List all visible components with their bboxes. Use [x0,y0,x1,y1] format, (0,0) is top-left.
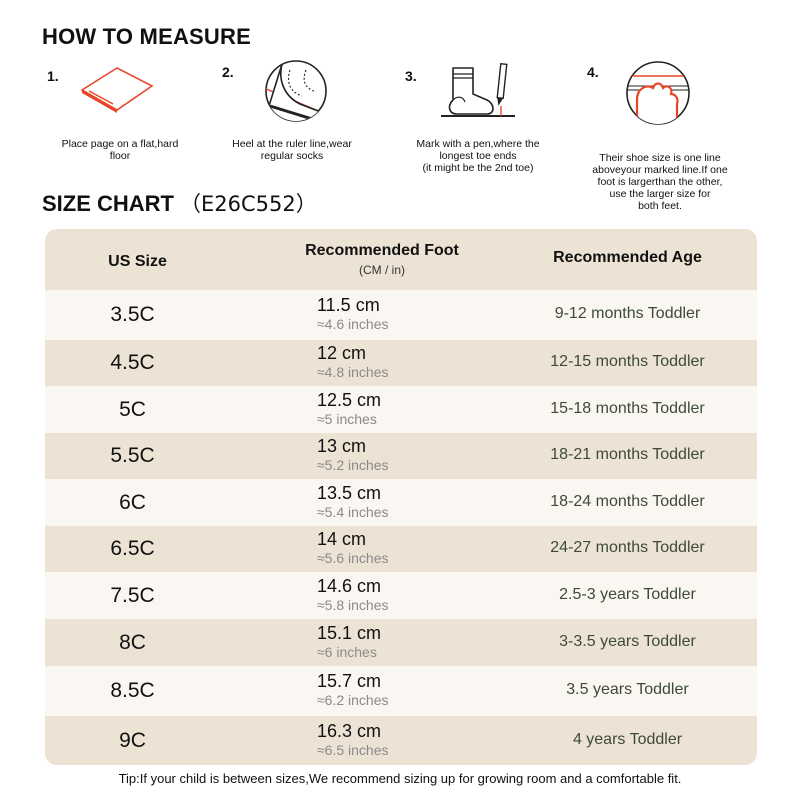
foot-cm-cell: 13 cm [317,436,367,456]
us-size-cell: 8.5C [110,679,155,702]
foot-cm-cell: 13.5 cm [317,483,382,503]
sock-pen-icon [441,63,515,117]
header-recommended-age: Recommended Age [553,249,702,266]
recommended-age-cell: 9-12 months Toddler [554,305,701,322]
step-number: 1. [47,68,59,84]
us-size-cell: 5.5C [110,444,155,467]
foot-inches-cell: ≈5.2 inches [317,457,389,473]
foot-cm-cell: 12.5 cm [317,390,382,410]
us-size-cell: 6.5C [110,537,155,560]
foot-inches-cell: ≈5.8 inches [317,597,389,613]
foot-inches-cell: ≈5.6 inches [317,550,389,566]
table-row: 5.5C 13 cm ≈5.2 inches 18-21 months Toddler [45,433,757,479]
recommended-age-cell: 4 years Toddler [572,731,683,748]
foot-cm-cell: 15.1 cm [317,623,382,643]
foot-cm-cell: 14 cm [317,529,367,549]
recommended-age-cell: 18-21 months Toddler [550,446,705,463]
us-size-cell: 8C [119,631,146,654]
us-size-cell: 6C [119,491,146,514]
step-caption: Heel at the ruler line,wear regular sock… [232,138,352,162]
table-row: 6C 13.5 cm ≈5.4 inches 18-24 months Toddler [45,479,757,526]
table-row: 9C 16.3 cm ≈6.5 inches 4 years Toddler [45,716,757,765]
foot-cm-cell: 15.7 cm [317,671,382,691]
foot-inches-cell: ≈6.2 inches [317,692,389,708]
us-size-cell: 4.5C [110,351,155,374]
recommended-age-cell: 3.5 years Toddler [566,681,689,698]
size-chart-title: SIZE CHART （E26C552） [42,188,317,218]
step-caption: Mark with a pen,where the longest toe en… [416,138,540,174]
step-number: 2. [222,64,234,80]
foot-inches-cell: ≈5.4 inches [317,504,389,520]
header-us-size: US Size [108,253,167,270]
header-recommended-foot: Recommended Foot [305,242,459,259]
foot-cm-cell: 12 cm [317,343,367,363]
model-code: （E26C552） [180,192,317,216]
foot-cm-cell: 14.6 cm [317,576,382,596]
foot-cm-cell: 16.3 cm [317,721,382,741]
us-size-cell: 7.5C [110,584,155,607]
heel-ruler-icon [265,60,327,122]
table-row: 8.5C 15.7 cm ≈6.2 inches 3.5 years Toddler [45,666,757,716]
paper-page-icon [80,67,154,113]
us-size-cell: 5C [119,398,146,421]
us-size-cell: 9C [119,729,146,752]
foot-inches-cell: ≈5 inches [317,411,377,427]
recommended-age-cell: 12-15 months Toddler [550,353,705,370]
table-row: 5C 12.5 cm ≈5 inches 15-18 months Toddler [45,386,757,433]
table-row: 8C 15.1 cm ≈6 inches 3-3.5 years Toddler [45,619,757,666]
foot-cm-cell: 11.5 cm [317,295,380,315]
table-row: 3.5C 11.5 cm ≈4.6 inches 9-12 months Toddle… [45,290,757,340]
step-caption: Place page on a flat,hard floor [61,138,179,162]
step-number: 4. [587,64,599,80]
table-row: 6.5C 14 cm ≈5.6 inches 24-27 months Toddler [45,526,757,572]
recommended-age-cell: 2.5-3 years Toddler [559,586,696,603]
how-to-measure-title: HOW TO MEASURE [42,24,251,49]
table-header: US Size Recommended Foot (CM / in) Recom… [45,229,757,290]
recommended-age-cell: 3-3.5 years Toddler [559,633,696,650]
foot-inches-cell: ≈4.8 inches [317,364,389,380]
step-number: 3. [405,68,417,84]
foot-inches-cell: ≈6 inches [317,644,377,660]
header-foot-unit: (CM / in) [359,263,405,277]
us-size-cell: 3.5C [110,303,155,326]
foot-inches-cell: ≈6.5 inches [317,742,389,758]
toe-line-icon [626,61,690,125]
foot-inches-cell: ≈4.6 inches [317,316,389,332]
step-caption: Their shoe size is one line aboveyour ma… [592,152,728,212]
recommended-age-cell: 18-24 months Toddler [550,493,705,510]
size-chart-heading: SIZE CHART [42,191,174,216]
table-row: 7.5C 14.6 cm ≈5.8 inches 2.5-3 years Toddle… [45,572,757,619]
size-chart-table: US Size Recommended Foot (CM / in) Recom… [45,229,757,765]
recommended-age-cell: 24-27 months Toddler [550,539,705,556]
sizing-tip: Tip:If your child is between sizes,We re… [118,771,682,786]
recommended-age-cell: 15-18 months Toddler [550,400,705,417]
table-row: 4.5C 12 cm ≈4.8 inches 12-15 months Toddler [45,340,757,386]
